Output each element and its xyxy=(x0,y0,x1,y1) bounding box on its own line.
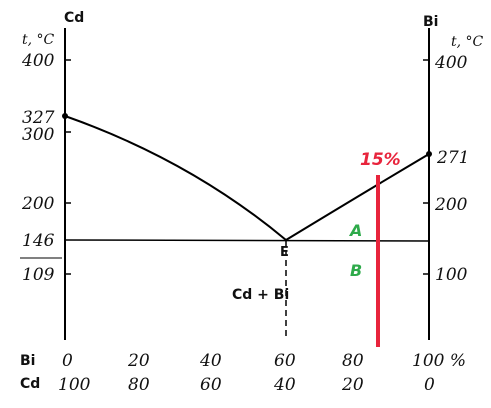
bi-tick-60: 60 xyxy=(274,351,296,371)
left-tick-label-109: 109 xyxy=(22,265,55,285)
left-element-label: Cd xyxy=(64,10,84,26)
composition-marker-label: 15% xyxy=(360,150,401,170)
cd-tick-60: 60 xyxy=(200,375,222,395)
bi-tick-40: 40 xyxy=(199,351,222,371)
bi-tick-0: 0 xyxy=(62,351,73,371)
left-axis-unit: t, °C xyxy=(22,32,55,48)
cd-tick-40: 40 xyxy=(273,375,296,395)
right-tick-label-271: 271 xyxy=(436,148,469,168)
cd-tick-20: 20 xyxy=(341,375,364,395)
left-tick-label-400: 400 xyxy=(21,51,55,71)
eutectic-line xyxy=(64,239,430,242)
right-axis-unit: t, °C xyxy=(451,34,484,50)
cd-tick-100: 100 xyxy=(58,375,91,395)
left-tick-label-327: 327 xyxy=(22,108,55,128)
bi-tick-80: 80 xyxy=(342,351,364,371)
bi-tick-100: 100 % xyxy=(412,351,466,371)
cd-liquidus-curve xyxy=(64,115,287,241)
bottom-cd-label: Cd xyxy=(20,376,40,392)
right-tick-label-400: 400 xyxy=(434,53,468,73)
cd-tick-0: 0 xyxy=(424,375,435,395)
right-element-label: Bi xyxy=(423,14,438,30)
phase-region-label: Cd + Bi xyxy=(232,287,289,303)
right-tick-label-200: 200 xyxy=(434,195,468,215)
bi-melting-point xyxy=(426,151,432,157)
cd-melting-point xyxy=(62,113,68,119)
left-tick-label-300: 300 xyxy=(22,125,55,145)
region-b-label: B xyxy=(350,261,362,280)
left-tick-label-200: 200 xyxy=(21,194,55,214)
left-tick-label-146: 146 xyxy=(22,231,55,251)
bi-tick-20: 20 xyxy=(127,351,150,371)
cd-tick-80: 80 xyxy=(128,375,150,395)
right-tick-label-100: 100 xyxy=(435,265,468,285)
bottom-bi-label: Bi xyxy=(20,353,35,369)
eutectic-point-label: E xyxy=(280,245,289,260)
bi-liquidus-curve xyxy=(285,153,430,241)
region-a-label: A xyxy=(348,221,362,240)
